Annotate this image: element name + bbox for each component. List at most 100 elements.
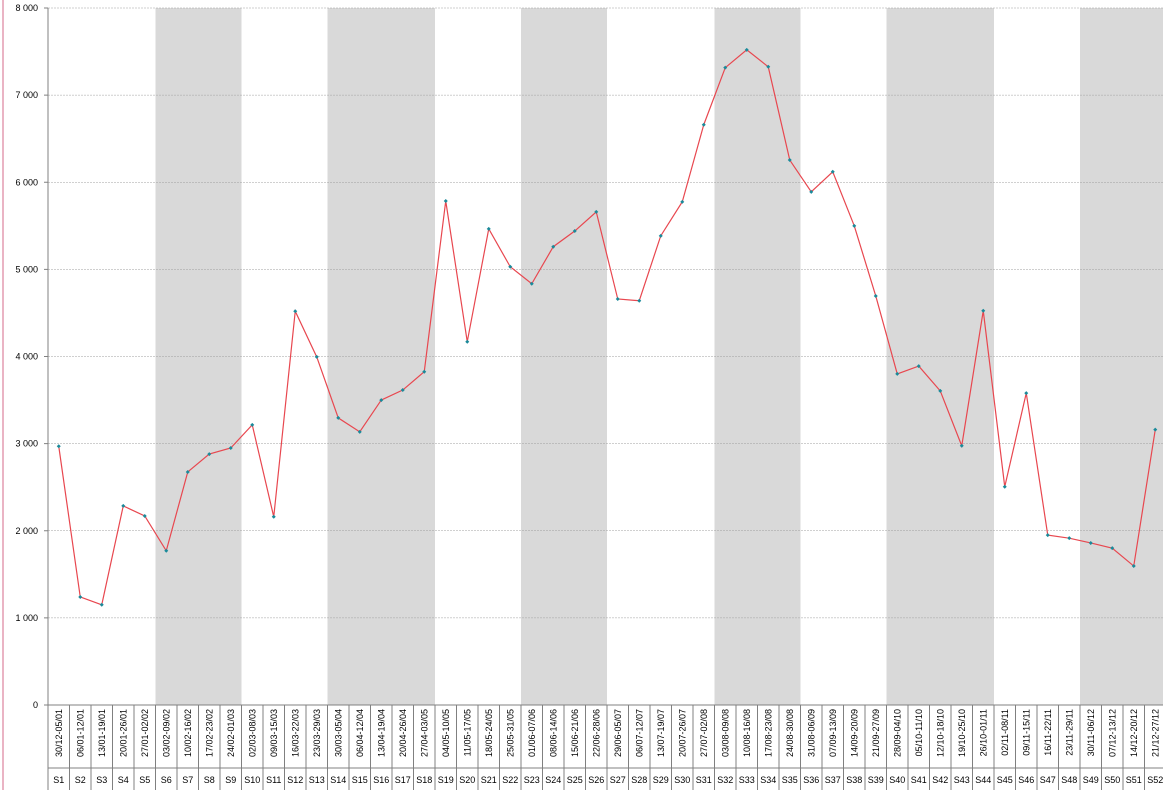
week-label: S29 [653,775,669,785]
week-label: S39 [868,775,884,785]
week-label: S41 [911,775,927,785]
date-range-label: 20/07-26/07 [677,709,687,757]
date-range-label: 18/05-24/05 [484,709,494,757]
data-point [207,452,212,457]
data-point [185,469,190,474]
date-range-label: 14/09-20/09 [849,709,859,757]
date-range-label: 12/10-18/10 [935,709,945,757]
week-label: S25 [567,775,583,785]
week-label: S12 [287,775,303,785]
week-label: S37 [825,775,841,785]
data-point [895,371,900,376]
date-range-label: 21/12-27/12 [1150,709,1160,757]
date-range-label: 29/06-05/07 [613,709,623,757]
week-label: S31 [696,775,712,785]
date-range-label: 21/09-27/09 [871,709,881,757]
y-tick-label: 4 000 [15,352,38,362]
date-range-label: 28/09-04/10 [892,709,902,757]
data-point [787,158,792,163]
week-label: S6 [161,775,172,785]
week-label: S19 [438,775,454,785]
data-point [723,65,728,70]
date-range-label: 04/05-10/05 [441,709,451,757]
date-range-label: 20/01-26/01 [118,709,128,757]
data-point [959,443,964,448]
week-label: S1 [53,775,64,785]
data-point [1002,484,1007,489]
date-range-label: 13/01-19/01 [97,709,107,757]
week-label: S51 [1126,775,1142,785]
week-label: S13 [309,775,325,785]
week-label: S30 [674,775,690,785]
data-point [293,309,298,314]
data-point [594,209,599,214]
date-range-label: 06/07-12/07 [634,709,644,757]
week-label: S28 [631,775,647,785]
y-tick-label: 2 000 [15,526,38,536]
y-tick-label: 5 000 [15,264,38,274]
data-point [465,339,470,344]
week-label: S4 [118,775,129,785]
date-range-label: 23/11-29/11 [1064,709,1074,756]
data-point [637,298,642,303]
week-label: S42 [932,775,948,785]
date-range-label: 02/03-08/03 [247,709,257,757]
data-point [1067,536,1072,541]
y-tick-label: 7 000 [15,90,38,100]
date-range-label: 10/02-16/02 [183,709,193,757]
date-range-label: 17/08-23/08 [763,709,773,757]
date-range-label: 05/10-11/10 [914,709,924,756]
data-point [744,47,749,52]
date-range-label: 27/01-02/02 [140,709,150,757]
date-range-label: 15/06-21/06 [570,709,580,757]
date-range-label: 26/10-01/11 [978,709,988,756]
data-point [551,244,556,249]
week-label: S11 [266,775,281,785]
week-label: S2 [75,775,86,785]
week-label: S35 [782,775,798,785]
date-range-label: 22/06-28/06 [591,709,601,757]
week-label: S50 [1104,775,1120,785]
week-label: S7 [182,775,193,785]
week-label: S40 [889,775,905,785]
week-label: S24 [545,775,561,785]
week-label: S15 [352,775,368,785]
data-point [422,369,427,374]
date-range-label: 08/06-14/06 [548,709,558,757]
date-range-label: 31/08-06/09 [806,709,816,757]
data-point [1024,391,1029,396]
data-point [336,415,341,420]
data-point [1088,540,1093,545]
week-label: S10 [244,775,260,785]
data-point [271,514,276,519]
week-label: S3 [96,775,107,785]
date-range-label: 23/03-29/03 [312,709,322,757]
data-point [142,513,147,518]
week-label: S34 [760,775,776,785]
data-point [572,229,577,234]
data-point [121,503,126,508]
data-point [379,398,384,403]
data-point [830,169,835,174]
data-point [615,296,620,301]
data-point [1045,533,1050,538]
data-point [508,264,513,269]
y-tick-label: 1 000 [15,613,38,623]
date-range-label: 16/11-22/11 [1043,709,1053,756]
data-point [981,308,986,313]
date-range-label: 01/06-07/06 [527,709,537,757]
date-range-label: 07/12-13/12 [1107,709,1117,757]
date-range-label: 20/04-26/04 [398,709,408,757]
week-label: S49 [1083,775,1099,785]
week-label: S26 [588,775,604,785]
date-range-label: 17/02-23/02 [204,709,214,757]
data-point [1131,564,1136,569]
date-range-label: 13/07-19/07 [656,709,666,757]
y-tick-label: 0 [33,700,38,710]
data-point [529,281,534,286]
data-point [56,444,61,449]
data-point [852,223,857,228]
data-point [486,226,491,231]
week-label: S9 [225,775,236,785]
date-range-label: 09/11-15/11 [1021,709,1031,756]
